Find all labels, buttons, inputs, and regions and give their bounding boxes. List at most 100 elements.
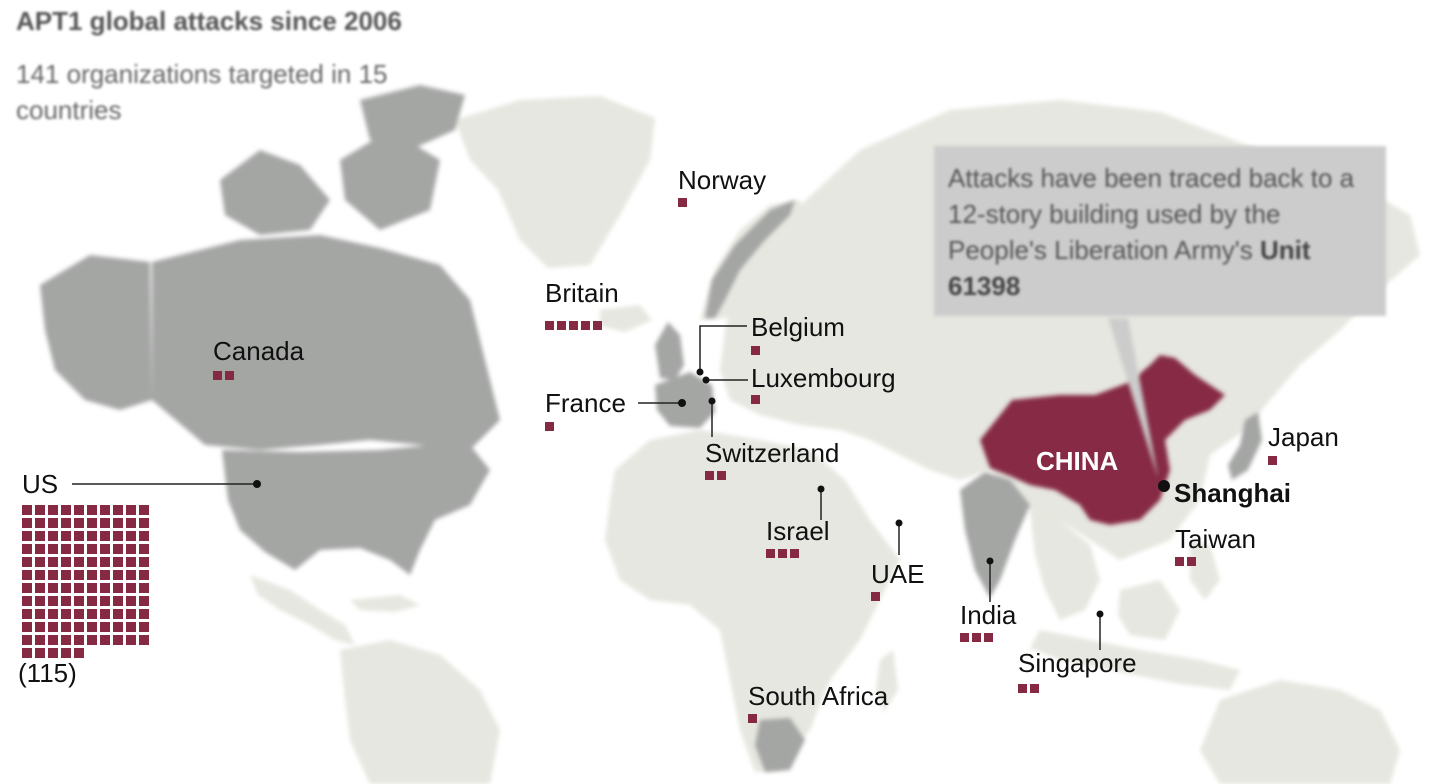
- attack-marker: [87, 518, 97, 528]
- attack-markers-switzerland: [705, 471, 726, 480]
- callout-box: [934, 146, 1386, 316]
- attack-marker: [113, 531, 123, 541]
- france-dot: [678, 399, 686, 407]
- callout-body: Attacks have been traced back to a 12-st…: [948, 163, 1355, 265]
- attack-marker: [1187, 557, 1196, 566]
- attack-marker: [22, 622, 32, 632]
- attack-marker: [48, 518, 58, 528]
- attack-marker: [100, 583, 110, 593]
- label-canada: Canada: [213, 336, 305, 366]
- attack-marker: [22, 505, 32, 515]
- attack-marker: [557, 321, 566, 330]
- greenland: [455, 96, 655, 268]
- australia: [1200, 680, 1400, 784]
- attack-marker: [35, 505, 45, 515]
- attack-marker: [139, 518, 149, 528]
- attack-marker: [48, 544, 58, 554]
- attack-marker: [48, 609, 58, 619]
- attack-marker: [100, 570, 110, 580]
- label-uae: UAE: [871, 559, 925, 589]
- attack-marker: [22, 609, 32, 619]
- attack-marker: [61, 596, 71, 606]
- attack-marker: [213, 371, 222, 380]
- attack-marker: [225, 371, 234, 380]
- usa-shape: [222, 445, 490, 575]
- attack-marker: [48, 622, 58, 632]
- attack-marker: [139, 635, 149, 645]
- attack-marker: [35, 583, 45, 593]
- attack-marker: [126, 583, 136, 593]
- africa: [605, 430, 900, 772]
- attack-marker: [139, 596, 149, 606]
- attack-marker: [1018, 684, 1027, 693]
- attack-marker: [61, 622, 71, 632]
- attack-marker: [48, 505, 58, 515]
- attack-marker: [22, 570, 32, 580]
- attack-marker: [48, 583, 58, 593]
- label-israel: Israel: [766, 516, 830, 546]
- attack-marker: [100, 505, 110, 515]
- attack-marker: [100, 518, 110, 528]
- attack-markers-japan: [1268, 456, 1277, 465]
- france-shape: [655, 372, 715, 428]
- attack-marker: [717, 471, 726, 480]
- indonesia: [1030, 630, 1240, 690]
- attack-markers-south-africa: [748, 714, 757, 723]
- attack-marker: [87, 609, 97, 619]
- attack-marker: [35, 609, 45, 619]
- leader-lines: [72, 325, 1101, 650]
- attack-marker: [569, 321, 578, 330]
- attack-marker: [1175, 557, 1184, 566]
- attack-marker: [87, 622, 97, 632]
- greenland-north: [360, 85, 465, 150]
- canadian-arctic: [220, 150, 330, 235]
- iceland: [600, 305, 652, 332]
- attack-marker: [87, 570, 97, 580]
- attack-marker: [87, 505, 97, 515]
- uae-dot: [895, 519, 903, 527]
- attack-marker: [126, 544, 136, 554]
- attack-marker: [61, 544, 71, 554]
- attack-marker: [126, 635, 136, 645]
- attack-marker: [35, 518, 45, 528]
- attack-marker: [22, 557, 32, 567]
- singapore-dot: [1096, 610, 1104, 618]
- attack-marker: [100, 622, 110, 632]
- attack-marker: [113, 635, 123, 645]
- attack-marker: [113, 609, 123, 619]
- attack-markers-uae: [871, 592, 880, 601]
- attack-marker: [126, 505, 136, 515]
- attack-marker: [139, 570, 149, 580]
- attack-marker: [74, 609, 84, 619]
- attack-marker: [61, 531, 71, 541]
- attack-marker: [100, 544, 110, 554]
- attack-marker: [100, 557, 110, 567]
- attack-marker: [972, 633, 981, 642]
- attack-marker: [139, 609, 149, 619]
- attack-marker: [139, 583, 149, 593]
- attack-marker: [74, 518, 84, 528]
- attack-marker: [766, 549, 775, 558]
- attack-marker: [545, 321, 554, 330]
- attack-markers-luxembourg: [751, 395, 760, 404]
- attack-marker: [581, 321, 590, 330]
- india-shape: [960, 472, 1030, 598]
- callout-unit: Unit 61398: [948, 235, 1311, 301]
- philippines: [1190, 540, 1220, 600]
- attack-marker: [139, 531, 149, 541]
- attack-marker: [35, 648, 45, 658]
- attack-marker: [113, 557, 123, 567]
- label-switzerland: Switzerland: [705, 438, 840, 468]
- attack-marker: [22, 544, 32, 554]
- targeted-land: [40, 85, 1262, 772]
- attack-markers-singapore: [1018, 684, 1039, 693]
- alaska: [40, 255, 152, 410]
- us-dot: [253, 480, 261, 488]
- shanghai-dot: [1158, 480, 1170, 492]
- attack-marker: [960, 633, 969, 642]
- label-norway: Norway: [678, 165, 767, 195]
- attack-marker: [778, 549, 787, 558]
- label-belgium: Belgium: [751, 312, 845, 342]
- attack-marker: [126, 596, 136, 606]
- attack-marker: [126, 570, 136, 580]
